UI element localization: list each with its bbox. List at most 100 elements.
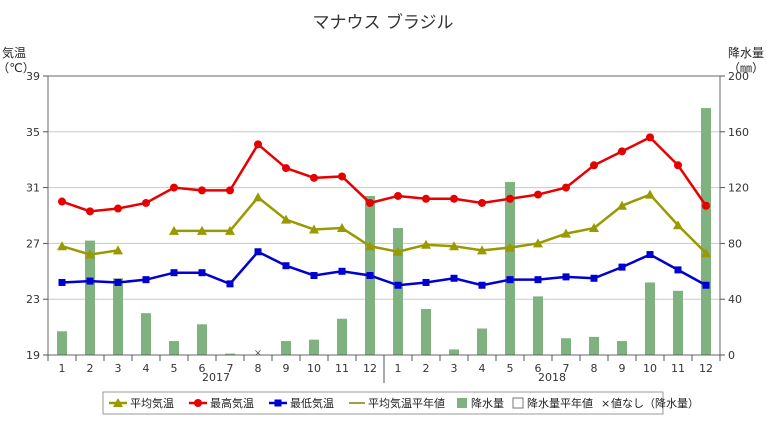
month-label: 4 — [479, 362, 486, 375]
legend: 平均気温 最高気温 最低気温 平均気温平年値 降水量 降水量平年値 × 値なし（降水量） — [102, 391, 699, 415]
legend-min-temp-marker — [274, 399, 282, 407]
max-temp-point — [674, 161, 682, 170]
month-label: 4 — [143, 362, 150, 375]
temperature-lines — [57, 133, 711, 289]
precip-bar — [169, 341, 179, 355]
min-temp-point — [114, 278, 122, 286]
max-temp-point — [702, 201, 710, 210]
legend-avg-temp-label: 平均気温 — [130, 396, 174, 410]
avg-temp-point — [113, 245, 123, 255]
avg-temp-point — [281, 214, 291, 224]
precip-bar — [701, 108, 711, 356]
month-label: 10 — [307, 362, 321, 375]
min-temp-point — [534, 276, 542, 284]
precip-bar — [225, 353, 235, 355]
month-label: 9 — [619, 362, 626, 375]
precip-bars: × — [57, 108, 711, 359]
legend-missing-label: 値なし（降水量） — [611, 396, 699, 410]
min-temp-point — [366, 271, 374, 279]
month-label: 1 — [395, 362, 402, 375]
avg-temp-point — [225, 225, 235, 235]
precip-bar — [477, 328, 487, 355]
precip-bar — [421, 308, 431, 355]
right-axis-label-line2: （㎜） — [728, 61, 764, 75]
month-label: 12 — [363, 362, 377, 375]
year-label: 2018 — [538, 371, 566, 384]
avg-temp-point — [533, 238, 543, 248]
min-temp-point — [618, 263, 626, 271]
avg-temp-point — [561, 228, 571, 238]
min-temp-point — [198, 269, 206, 277]
legend-precip-normal-swatch — [512, 397, 524, 409]
avg-temp-point — [449, 241, 459, 251]
min-temp-point — [562, 273, 570, 281]
avg-temp-point — [477, 245, 487, 255]
precip-bar — [309, 339, 319, 355]
avg-temp-point — [505, 242, 515, 252]
legend-missing-symbol: × — [601, 397, 610, 410]
max-temp-point — [58, 197, 66, 206]
right-tick-label: 0 — [728, 349, 735, 362]
avg-temp-point — [589, 223, 599, 233]
legend-avg-normal-label: 平均気温平年値 — [368, 396, 445, 410]
precip-bar — [393, 228, 403, 355]
precip-bar — [673, 290, 683, 355]
avg-temp-point — [673, 220, 683, 230]
precip-bar — [561, 338, 571, 355]
max-temp-point — [142, 198, 150, 207]
min-temp-point — [142, 276, 150, 284]
min-temp-point — [646, 251, 654, 259]
month-label: 11 — [335, 362, 349, 375]
min-temp-point — [170, 269, 178, 277]
avg-temp-point — [617, 200, 627, 210]
legend-avg-temp-marker — [113, 398, 123, 407]
avg-temp-point — [309, 224, 319, 234]
month-label: 3 — [451, 362, 458, 375]
avg-temp-point — [197, 225, 207, 235]
avg-temp-point — [337, 223, 347, 233]
year-label: 2017 — [202, 371, 230, 384]
right-tick-label: 40 — [728, 293, 742, 306]
max-temp-point — [226, 186, 234, 195]
precip-bar — [57, 331, 67, 355]
max-temp-point — [198, 186, 206, 195]
max-temp-point — [114, 204, 122, 213]
left-tick-label: 27 — [26, 237, 40, 250]
min-temp-point — [86, 277, 94, 285]
month-label: 9 — [283, 362, 290, 375]
left-tick-label: 23 — [26, 293, 40, 306]
min-temp-point — [422, 278, 430, 286]
month-label: 6 — [199, 362, 206, 375]
min-temp-line — [61, 250, 707, 287]
min-temp-point — [506, 276, 514, 284]
month-label: 2 — [423, 362, 430, 375]
min-temp-point — [478, 281, 486, 289]
month-label: 5 — [171, 362, 178, 375]
left-tick-label: 31 — [26, 182, 40, 195]
month-label: 7 — [563, 362, 570, 375]
avg-temp-point — [393, 246, 403, 256]
month-label: 8 — [255, 362, 262, 375]
legend-max-temp-marker — [194, 399, 202, 407]
precip-bar — [141, 313, 151, 355]
min-temp-point — [338, 267, 346, 275]
avg-temp-point — [365, 241, 375, 251]
max-temp-line — [61, 135, 708, 213]
precip-bar — [85, 240, 95, 355]
min-temp-point — [394, 281, 402, 289]
right-tick-label: 160 — [728, 126, 749, 139]
right-tick-label: 200 — [728, 70, 749, 83]
avg-temp-line — [174, 193, 707, 255]
avg-temp-point — [169, 225, 179, 235]
max-temp-point — [450, 194, 458, 203]
chart-title: マナウス ブラジル — [312, 12, 453, 33]
max-temp-point — [254, 140, 262, 149]
precip-bar — [589, 336, 599, 355]
avg-temp-point — [421, 239, 431, 249]
max-temp-point — [86, 207, 94, 216]
right-axis-label-line1: 降水量 — [728, 46, 764, 60]
min-temp-point — [58, 278, 66, 286]
precip-bar — [533, 296, 543, 355]
